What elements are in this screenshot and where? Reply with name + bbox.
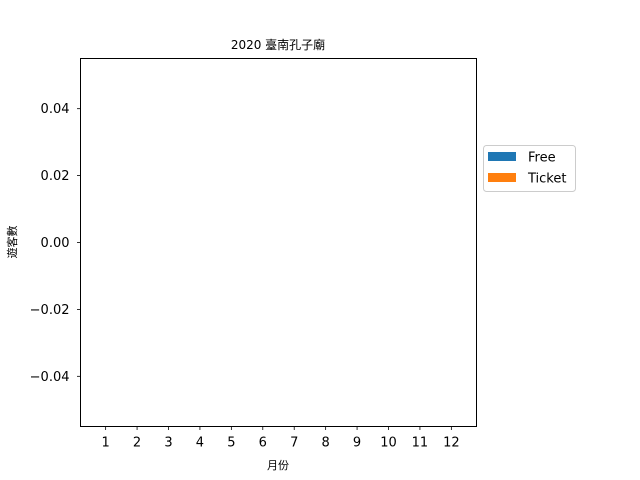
legend-swatch-ticket (488, 173, 516, 182)
y-tick-label: 0.04 (41, 102, 70, 117)
x-tick-label: 2 (133, 436, 141, 451)
y-tick-label: −0.04 (30, 370, 70, 385)
x-axis-label: 月份 (267, 459, 289, 472)
x-tick-label: 11 (412, 436, 429, 451)
x-tick-label: 5 (227, 436, 235, 451)
y-axis-label: 遊客數 (5, 226, 19, 259)
y-tick-label: 0.02 (41, 169, 70, 184)
legend: Free Ticket (483, 145, 576, 192)
x-tick-label: 4 (196, 436, 204, 451)
legend-label-ticket: Ticket (527, 172, 566, 187)
chart-title: 2020 臺南孔子廟 (231, 37, 325, 52)
y-tick-label: −0.02 (30, 303, 70, 318)
x-axis: 1 2 3 4 5 6 7 8 9 10 11 12 (102, 426, 460, 451)
x-tick-label: 10 (380, 436, 397, 451)
x-tick-label: 6 (259, 436, 267, 451)
x-tick-label: 9 (353, 436, 361, 451)
x-tick-label: 1 (102, 436, 110, 451)
plot-frame (80, 58, 477, 427)
y-axis: 0.04 0.02 0.00 −0.02 −0.04 (30, 102, 81, 385)
y-tick-label: 0.00 (41, 236, 70, 251)
x-tick-label: 7 (290, 436, 298, 451)
legend-swatch-free (488, 152, 516, 161)
legend-label-free: Free (528, 151, 556, 166)
x-tick-label: 8 (322, 436, 330, 451)
x-tick-label: 3 (164, 436, 172, 451)
x-tick-label: 12 (443, 436, 460, 451)
